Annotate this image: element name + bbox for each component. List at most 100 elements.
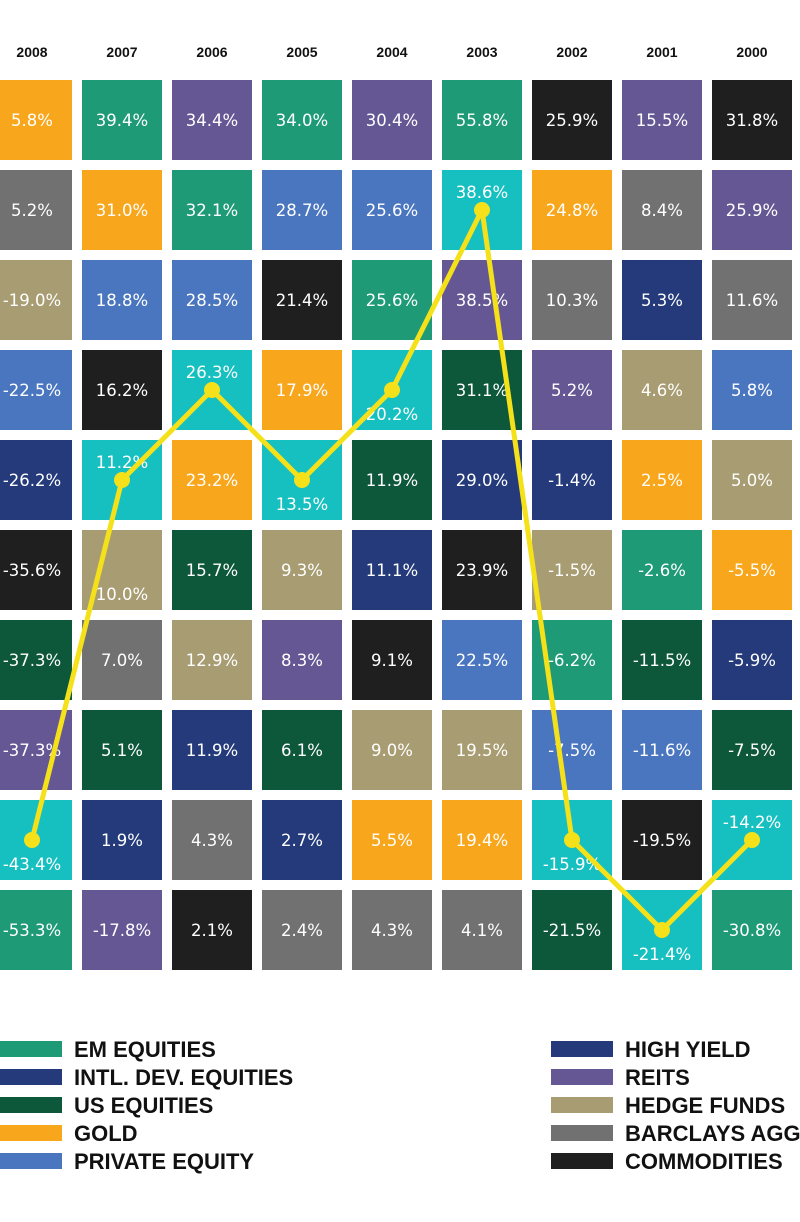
cell-value: 9.1%	[371, 651, 413, 670]
legend-item-em: EM EQUITIES	[0, 1037, 216, 1062]
cell-value: 5.3%	[641, 291, 683, 310]
cell-2003-rank-8: 19.5%	[442, 710, 522, 790]
cell-2003-rank-6: 23.9%	[442, 530, 522, 610]
cell-2008-rank-10: -53.3%	[0, 890, 72, 970]
cell-value: 5.5%	[371, 831, 413, 850]
legend-label: EM EQUITIES	[74, 1037, 216, 1062]
cell-swatch	[442, 80, 522, 160]
cell-value: 31.8%	[726, 111, 778, 130]
cell-value: 5.8%	[731, 381, 773, 400]
legend-swatch	[551, 1097, 613, 1113]
cell-swatch	[352, 170, 432, 250]
year-header-2006: 2006	[196, 44, 227, 60]
cell-2001-rank-9: -19.5%	[622, 800, 702, 880]
cell-2006-rank-8: 11.9%	[172, 710, 252, 790]
cell-swatch	[82, 710, 162, 790]
legend-label: COMMODITIES	[625, 1149, 783, 1174]
cell-value: -19.0%	[3, 291, 61, 310]
cell-value: 34.4%	[186, 111, 238, 130]
cell-swatch	[442, 260, 522, 340]
legend-item-us: US EQUITIES	[0, 1093, 213, 1118]
cell-swatch	[82, 800, 162, 880]
cell-value: 12.9%	[186, 651, 238, 670]
cell-value: -21.4%	[633, 945, 691, 964]
cell-2005-rank-1: 34.0%	[262, 80, 342, 160]
cell-swatch	[172, 440, 252, 520]
cell-2000-rank-2: 25.9%	[712, 170, 792, 250]
cell-value: -1.4%	[548, 471, 596, 490]
cell-value: 15.5%	[636, 111, 688, 130]
year-header-2002: 2002	[556, 44, 587, 60]
cell-2001-rank-3: 5.3%	[622, 260, 702, 340]
cell-value: 7.0%	[101, 651, 143, 670]
cell-swatch	[442, 710, 522, 790]
cell-swatch	[352, 620, 432, 700]
cell-swatch	[0, 440, 72, 520]
cell-swatch	[622, 710, 702, 790]
cell-2008-rank-2: 5.2%	[0, 170, 72, 250]
cell-value: 11.1%	[366, 561, 418, 580]
cell-2005-rank-10: 2.4%	[262, 890, 342, 970]
cell-2005-rank-2: 28.7%	[262, 170, 342, 250]
cell-2008-rank-4: -22.5%	[0, 350, 72, 430]
cell-2006-rank-1: 34.4%	[172, 80, 252, 160]
cell-2004-rank-5: 11.9%	[352, 440, 432, 520]
cell-2008-rank-1: 5.8%	[0, 80, 72, 160]
cell-swatch	[172, 800, 252, 880]
cell-2001-rank-8: -11.6%	[622, 710, 702, 790]
cell-swatch	[442, 530, 522, 610]
return-grid: 5.8% 5.2% -19.0% -22.5% -26.2% -35.6% -37.3% -3…	[0, 80, 792, 970]
cell-swatch	[352, 260, 432, 340]
cell-2003-rank-1: 55.8%	[442, 80, 522, 160]
cell-value: 2.1%	[191, 921, 233, 940]
cell-2007-rank-7: 7.0%	[82, 620, 162, 700]
cell-swatch	[0, 260, 72, 340]
cell-swatch	[82, 260, 162, 340]
cell-2006-rank-3: 28.5%	[172, 260, 252, 340]
highlight-series-line	[24, 202, 760, 938]
cell-2002-rank-8: -7.5%	[532, 710, 612, 790]
legend-swatch	[551, 1125, 613, 1141]
cell-2001-rank-5: 2.5%	[622, 440, 702, 520]
cell-value: 4.3%	[371, 921, 413, 940]
cell-value: 8.4%	[641, 201, 683, 220]
cell-swatch	[352, 80, 432, 160]
cell-swatch	[262, 710, 342, 790]
cell-value: -22.5%	[3, 381, 61, 400]
cell-2000-rank-1: 31.8%	[712, 80, 792, 160]
cell-swatch	[442, 440, 522, 520]
cell-value: 9.3%	[281, 561, 323, 580]
cell-2005-rank-4: 17.9%	[262, 350, 342, 430]
cell-value: -11.5%	[633, 651, 691, 670]
cell-value: 17.9%	[276, 381, 328, 400]
cell-2004-rank-8: 9.0%	[352, 710, 432, 790]
legend-swatch	[551, 1069, 613, 1085]
cell-2007-rank-4: 16.2%	[82, 350, 162, 430]
highlight-point-2008	[24, 832, 40, 848]
cell-value: -43.4%	[3, 855, 61, 874]
cell-swatch	[622, 530, 702, 610]
cell-value: -53.3%	[3, 921, 61, 940]
cell-value: -21.5%	[543, 921, 601, 940]
cell-swatch	[172, 170, 252, 250]
cell-swatch	[262, 260, 342, 340]
cell-value: 11.9%	[186, 741, 238, 760]
cell-swatch	[442, 620, 522, 700]
cell-swatch	[712, 440, 792, 520]
cell-2005-rank-9: 2.7%	[262, 800, 342, 880]
cell-swatch	[712, 350, 792, 430]
legend-item-hy: HIGH YIELD	[551, 1037, 751, 1062]
cell-2000-rank-10: -30.8%	[712, 890, 792, 970]
cell-2003-rank-4: 31.1%	[442, 350, 522, 430]
cell-value: 15.7%	[186, 561, 238, 580]
highlight-point-2005	[294, 472, 310, 488]
cell-2006-rank-10: 2.1%	[172, 890, 252, 970]
cell-value: -1.5%	[548, 561, 596, 580]
legend-item-hf: HEDGE FUNDS	[551, 1093, 785, 1118]
cell-2002-rank-3: 10.3%	[532, 260, 612, 340]
cell-value: 30.4%	[366, 111, 418, 130]
cell-swatch	[352, 530, 432, 610]
cell-value: 31.1%	[456, 381, 508, 400]
cell-swatch	[262, 530, 342, 610]
